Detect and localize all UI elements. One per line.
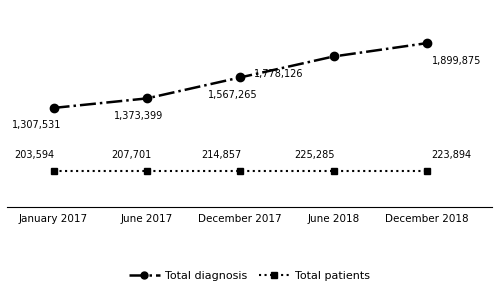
Text: 203,594: 203,594: [14, 150, 54, 160]
Line: Total patients: Total patients: [50, 167, 430, 174]
Total patients: [50, 169, 56, 173]
Text: 1,778,126: 1,778,126: [254, 69, 304, 79]
Total patients: [330, 169, 336, 173]
Text: 1,307,531: 1,307,531: [12, 120, 61, 130]
Total diagnosis: [424, 41, 430, 45]
Legend: Total diagnosis, Total patients: Total diagnosis, Total patients: [124, 267, 375, 286]
Text: 223,894: 223,894: [432, 150, 472, 160]
Total patients: [424, 169, 430, 173]
Text: 1,373,399: 1,373,399: [114, 111, 164, 121]
Total diagnosis: [330, 55, 336, 58]
Total diagnosis: [237, 75, 243, 79]
Text: 214,857: 214,857: [201, 150, 241, 160]
Total patients: [144, 169, 150, 173]
Total diagnosis: [50, 106, 56, 110]
Text: 225,285: 225,285: [294, 150, 335, 160]
Text: 1,899,875: 1,899,875: [432, 55, 481, 66]
Line: Total diagnosis: Total diagnosis: [50, 39, 431, 112]
Text: 1,567,265: 1,567,265: [208, 90, 257, 100]
Total patients: [237, 169, 243, 173]
Total diagnosis: [144, 96, 150, 100]
Text: 207,701: 207,701: [112, 150, 152, 160]
